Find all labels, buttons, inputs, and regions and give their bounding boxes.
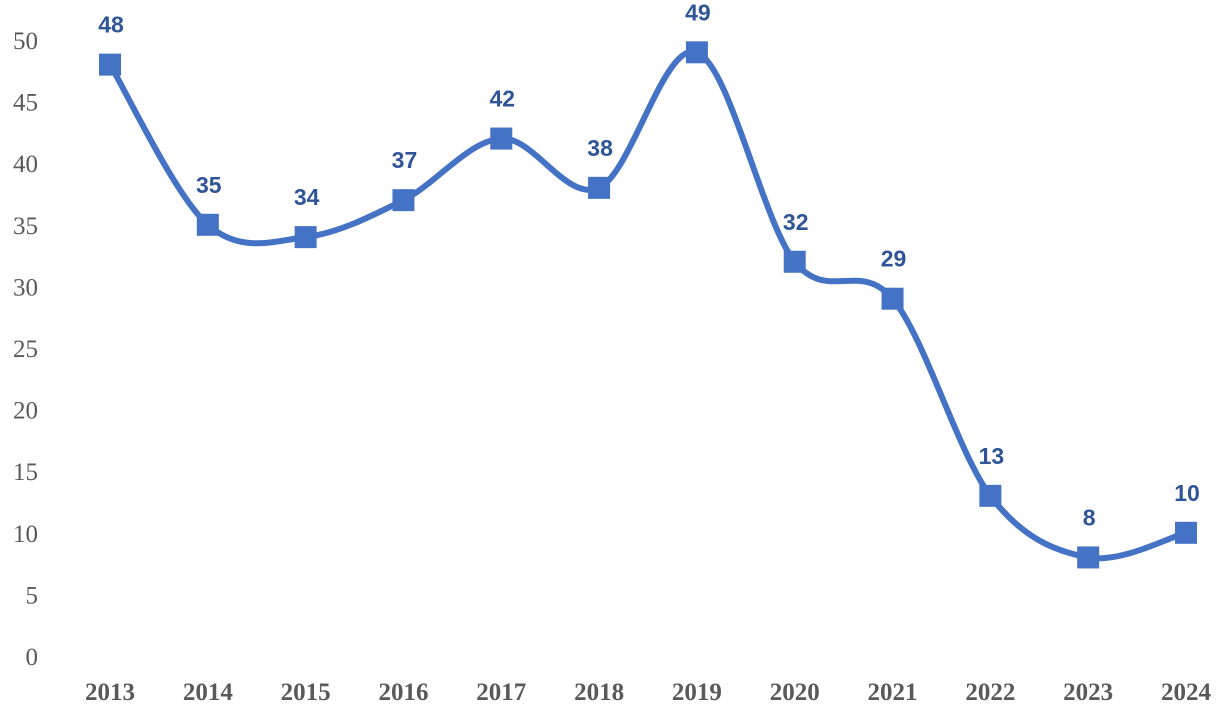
y-tick-label: 5 (26, 582, 39, 609)
data-label: 38 (587, 135, 613, 161)
data-label: 35 (196, 172, 222, 198)
x-tick-label: 2015 (281, 679, 331, 706)
data-point-marker (783, 250, 806, 273)
x-tick-label: 2020 (770, 679, 820, 706)
x-tick-label: 2018 (574, 679, 624, 706)
data-label: 8 (1083, 504, 1096, 530)
data-label: 13 (979, 443, 1005, 469)
x-tick-label: 2013 (85, 679, 135, 706)
x-tick-label: 2017 (476, 679, 526, 706)
y-axis: 0 5 10 15 20 25 30 35 40 45 50 (13, 28, 38, 671)
y-tick-label: 45 (13, 90, 38, 117)
data-point-marker (685, 41, 708, 64)
data-label: 48 (98, 12, 124, 38)
data-point-marker (99, 53, 121, 76)
data-point-marker (588, 176, 611, 199)
y-tick-label: 10 (13, 521, 38, 548)
series-line (107, 48, 1189, 562)
y-tick-label: 0 (26, 644, 39, 671)
data-point-marker (294, 226, 317, 249)
data-label: 29 (881, 246, 907, 272)
x-tick-label: 2022 (965, 679, 1015, 706)
data-label: 49 (685, 0, 711, 25)
data-point-marker (1175, 521, 1197, 544)
data-point-marker (196, 213, 219, 236)
data-label: 37 (392, 147, 418, 173)
data-label: 10 (1174, 480, 1200, 506)
x-axis: 2013 2014 2015 2016 2017 2018 2019 2020 2021 2022… (85, 679, 1212, 706)
y-tick-label: 15 (13, 459, 38, 486)
y-tick-label: 50 (13, 28, 38, 55)
x-tick-label: 2016 (378, 679, 428, 706)
y-tick-label: 40 (13, 151, 38, 178)
y-tick-label: 35 (13, 213, 38, 240)
data-point-marker (392, 189, 415, 212)
x-tick-label: 2024 (1161, 679, 1212, 706)
data-point-marker (1077, 546, 1100, 569)
data-label: 42 (489, 86, 515, 112)
series-markers (99, 41, 1197, 569)
data-point-marker (490, 127, 513, 150)
x-tick-label: 2023 (1063, 679, 1113, 706)
y-tick-label: 30 (13, 274, 38, 301)
x-tick-label: 2019 (672, 679, 722, 706)
data-point-marker (979, 484, 1002, 507)
data-point-marker (881, 287, 904, 310)
data-label: 32 (783, 209, 809, 235)
x-tick-label: 2021 (868, 679, 918, 706)
y-tick-label: 20 (13, 398, 38, 425)
data-labels: 48 35 34 37 42 38 49 32 29 13 8 10 (98, 0, 1200, 530)
x-tick-label: 2014 (183, 679, 234, 706)
y-tick-label: 25 (13, 336, 38, 363)
data-label: 34 (294, 184, 320, 210)
